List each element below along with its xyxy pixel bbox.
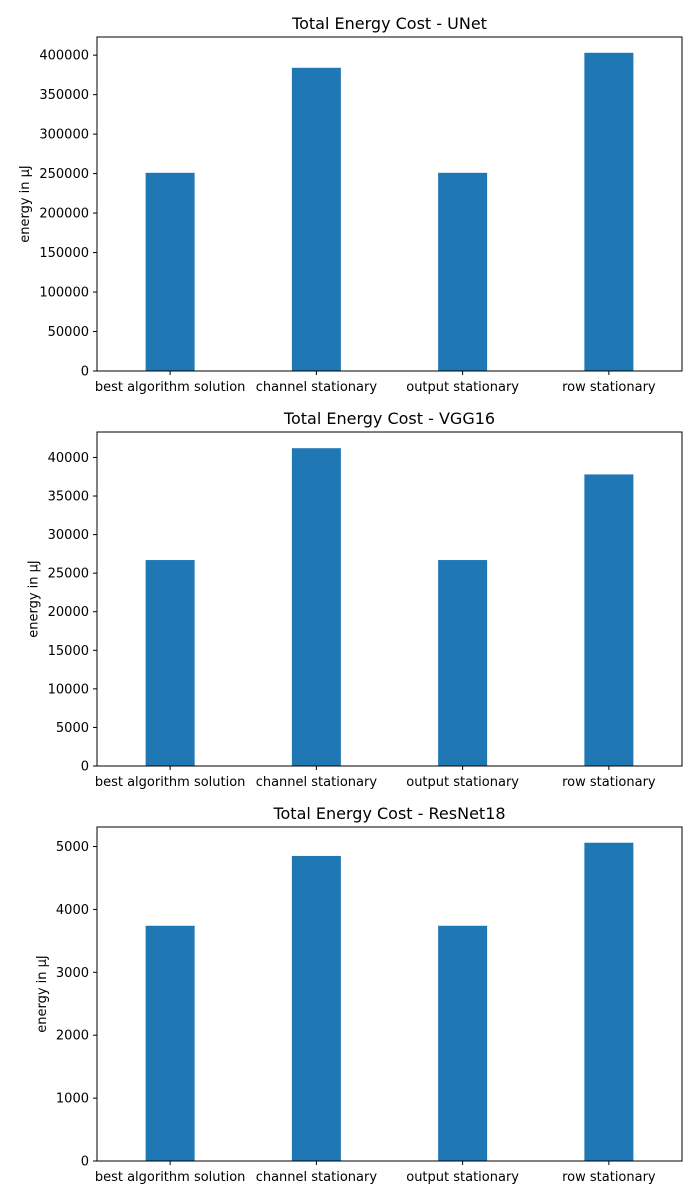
bar — [291, 448, 341, 766]
y-tick-label: 300000 — [39, 128, 89, 143]
bar — [438, 925, 488, 1161]
y-tick-label: 20000 — [48, 605, 89, 620]
bar — [291, 67, 341, 372]
bar — [584, 842, 634, 1161]
x-tick-label: channel stationary — [256, 1170, 378, 1185]
chart-title: Total Energy Cost - VGG16 — [283, 409, 495, 428]
y-tick-label: 250000 — [39, 167, 89, 182]
bar — [584, 52, 634, 371]
y-axis-label: energy in µJ — [18, 165, 33, 243]
plot-frame — [96, 826, 683, 1162]
y-tick-label: 350000 — [39, 88, 89, 103]
y-tick-label: 25000 — [48, 567, 89, 582]
y-tick-label: 400000 — [39, 49, 89, 64]
x-tick-label: channel stationary — [256, 380, 378, 395]
chart-title: Total Energy Cost - ResNet18 — [272, 804, 505, 823]
y-tick-label: 2000 — [56, 1029, 89, 1044]
bar — [145, 560, 195, 766]
bar — [145, 172, 195, 371]
bar — [438, 172, 488, 371]
plot-frame — [96, 36, 683, 372]
y-tick-label: 15000 — [48, 644, 89, 659]
bar — [438, 560, 488, 766]
chart-panel: Total Energy Cost - VGG16 best algorithm … — [27, 409, 683, 790]
y-tick-label: 5000 — [56, 721, 89, 736]
x-tick-label: row stationary — [562, 380, 656, 395]
y-tick-label: 200000 — [39, 207, 89, 222]
y-axis-label: energy in µJ — [35, 955, 50, 1033]
x-tick-label: output stationary — [406, 775, 519, 790]
chart-title: Total Energy Cost - UNet — [291, 14, 487, 33]
y-tick-label: 150000 — [39, 246, 89, 261]
chart-panel: Total Energy Cost - UNet best algorithm s… — [18, 14, 683, 395]
x-tick-label: row stationary — [562, 1170, 656, 1185]
y-tick-label: 4000 — [56, 903, 89, 918]
bar — [291, 855, 341, 1161]
x-tick-label: best algorithm solution — [95, 380, 246, 395]
y-tick-label: 0 — [81, 1155, 89, 1170]
x-tick-label: best algorithm solution — [95, 775, 246, 790]
y-tick-label: 30000 — [48, 528, 89, 543]
y-tick-label: 50000 — [48, 325, 89, 340]
y-tick-label: 35000 — [48, 490, 89, 505]
x-tick-label: channel stationary — [256, 775, 378, 790]
y-tick-label: 40000 — [48, 451, 89, 466]
y-tick-label: 1000 — [56, 1092, 89, 1107]
chart-panel: Total Energy Cost - ResNet18 best algorit… — [35, 804, 683, 1185]
y-tick-label: 5000 — [56, 840, 89, 855]
y-tick-label: 100000 — [39, 286, 89, 301]
x-tick-label: best algorithm solution — [95, 1170, 246, 1185]
x-tick-label: row stationary — [562, 775, 656, 790]
y-tick-label: 10000 — [48, 682, 89, 697]
plot-frame — [96, 431, 683, 767]
bar — [584, 474, 634, 766]
x-tick-label: output stationary — [406, 1170, 519, 1185]
y-axis-label: energy in µJ — [27, 560, 42, 638]
y-tick-label: 0 — [81, 760, 89, 775]
y-tick-label: 0 — [81, 365, 89, 380]
x-tick-label: output stationary — [406, 380, 519, 395]
y-tick-label: 3000 — [56, 966, 89, 981]
bar — [145, 925, 195, 1161]
